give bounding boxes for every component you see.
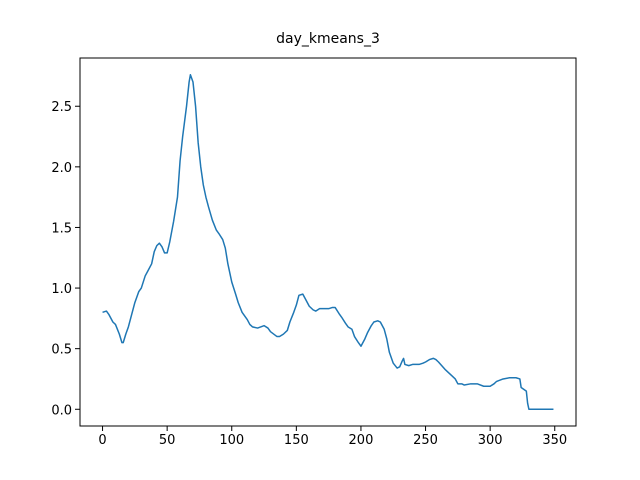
y-tick-label: 0.0 — [51, 403, 72, 418]
x-tick-label: 300 — [478, 433, 503, 448]
y-tick-label: 1.5 — [51, 221, 72, 236]
x-tick-label: 350 — [542, 433, 567, 448]
x-tick-label: 100 — [219, 433, 244, 448]
y-tick-label: 0.5 — [51, 343, 72, 358]
x-tick-label: 200 — [349, 433, 374, 448]
y-tick-label: 2.5 — [51, 100, 72, 115]
x-tick-label: 0 — [98, 433, 106, 448]
y-tick-label: 1.0 — [51, 282, 72, 297]
x-tick-label: 50 — [159, 433, 176, 448]
x-tick-label: 150 — [284, 433, 309, 448]
chart-title: day_kmeans_3 — [276, 31, 380, 47]
plot-frame — [79, 57, 577, 427]
y-tick-label: 2.0 — [51, 161, 72, 176]
x-tick-label: 250 — [413, 433, 438, 448]
line — [102, 73, 554, 411]
